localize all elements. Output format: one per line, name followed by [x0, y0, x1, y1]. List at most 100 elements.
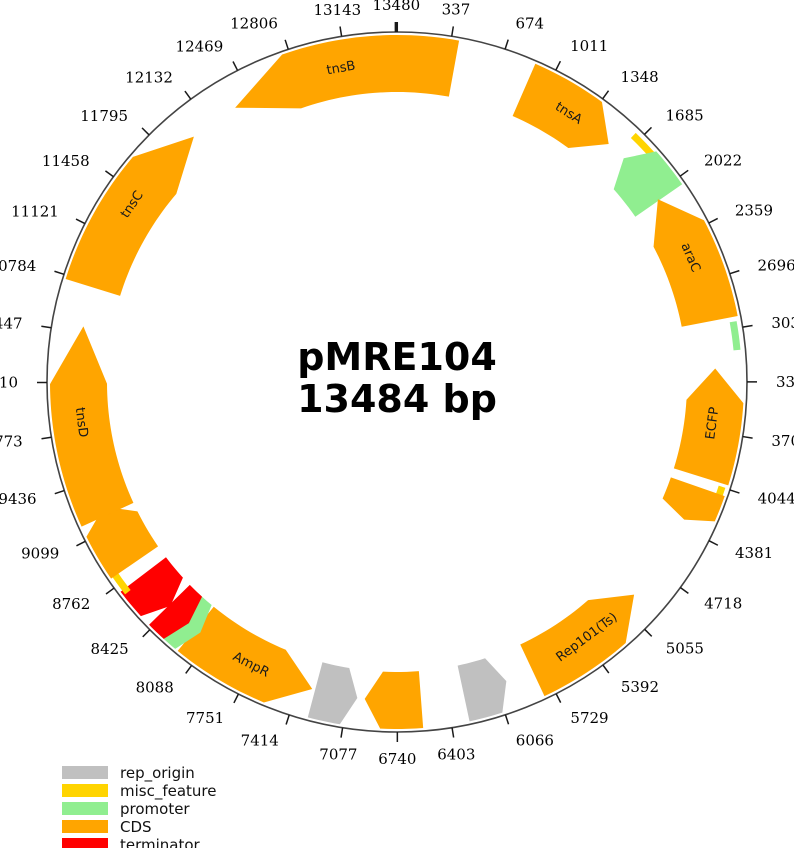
tick-label-8762: 8762 [52, 595, 90, 613]
legend-label-misc_feature: misc_feature [120, 782, 217, 801]
tick-label-5392: 5392 [621, 678, 659, 696]
features-layer: tnsBtnsAmisc_featurepromoteraraCpromoter… [50, 35, 744, 729]
tick-label-10784: 10784 [0, 257, 36, 275]
tick-mark-12132 [184, 90, 192, 100]
plasmid-size: 13484 bp [297, 377, 497, 421]
tick-label-3707: 3707 [771, 432, 794, 450]
tick-label-1348: 1348 [621, 68, 659, 86]
tick-mark-1011 [555, 60, 562, 71]
tick-mark-5055 [644, 628, 653, 637]
tick-label-6403: 6403 [437, 745, 475, 763]
feature-tnsC[interactable]: tnsC [65, 136, 194, 296]
tick-mark-10784 [54, 270, 65, 276]
feature-tnsD[interactable]: tnsD [50, 326, 134, 527]
tick-label-4044: 4044 [758, 489, 794, 507]
feature-rep_origin-7100[interactable]: rep_origin [307, 662, 358, 725]
tick-mark-2696 [729, 269, 740, 275]
tick-label-8088: 8088 [136, 678, 174, 696]
tick-label-9436: 9436 [0, 490, 37, 508]
legend-swatch-CDS [62, 820, 108, 833]
tick-label-7414: 7414 [241, 732, 279, 750]
feature-cds-small-6740[interactable]: CDS [364, 671, 424, 729]
tick-label-7077: 7077 [319, 745, 357, 763]
tick-mark-2022 [679, 169, 689, 177]
tick-label-12806: 12806 [230, 15, 278, 33]
tick-label-11121: 11121 [11, 202, 59, 220]
tick-mark-7077 [340, 727, 344, 738]
legend-label-terminator: terminator [120, 836, 201, 848]
feature-rep_origin-6000[interactable]: rep_origin [457, 658, 507, 722]
feature-AmpR[interactable]: AmpR [177, 606, 313, 703]
feature-label-tnsB: tnsB [325, 59, 356, 79]
tick-mark-7414 [285, 714, 290, 725]
legend: rep_originmisc_featurepromoterCDStermina… [62, 764, 217, 848]
legend-swatch-promoter [62, 802, 108, 815]
legend-label-rep_origin: rep_origin [120, 764, 195, 783]
tick-mark-10447 [41, 325, 52, 329]
tick-mark-3707 [742, 435, 753, 439]
tick-label-9773: 9773 [0, 432, 23, 450]
tick-label-1685: 1685 [666, 106, 704, 124]
ticks-layer [36, 21, 758, 743]
feature-label-ECFP: ECFP [703, 406, 722, 440]
tick-label-13143: 13143 [313, 1, 361, 19]
feature-terminator-8500[interactable]: terminator [120, 557, 183, 617]
tick-mark-6403 [451, 727, 455, 738]
tick-label-4381: 4381 [735, 544, 773, 562]
feature-terminator-8300[interactable]: terminator [149, 584, 203, 639]
feature-cds-8900[interactable]: CDS [86, 506, 159, 579]
legend-label-promoter: promoter [120, 800, 190, 818]
tick-mark-4381 [708, 540, 719, 546]
tick-mark-8088 [185, 664, 193, 674]
tick-label-5729: 5729 [570, 709, 608, 727]
tick-label-12469: 12469 [176, 37, 224, 55]
tick-mark-8762 [105, 587, 115, 595]
legend-label-CDS: CDS [120, 818, 152, 836]
tick-mark-2359 [708, 217, 719, 224]
tick-mark-11458 [104, 170, 114, 178]
feature-ECFP[interactable]: ECFP [673, 368, 744, 486]
tick-mark-4718 [679, 586, 689, 595]
tick-mark-8425 [142, 629, 151, 638]
feature-tnsB[interactable]: tnsB [235, 35, 460, 109]
backbone-circle-layer [46, 31, 748, 733]
feature-araC[interactable]: araC [653, 199, 738, 327]
tick-mark-1685 [643, 126, 653, 135]
feature-cds-small-4100[interactable]: CDS [662, 477, 725, 522]
tick-labels-layer: 13480 337 674 1011 1348 1685 2022 2359 2696 30 33 3… [0, 0, 794, 768]
tick-mark-5729 [555, 693, 562, 703]
tick-mark-9436 [54, 489, 65, 495]
tick-label-2359: 2359 [735, 202, 773, 220]
tick-label-11795: 11795 [80, 107, 128, 125]
feature-tnsA[interactable]: tnsA [512, 63, 609, 148]
tick-mark-6066 [504, 714, 510, 725]
tick-label-12132: 12132 [125, 68, 173, 86]
tick-mark-12469 [232, 61, 239, 71]
feature-pBAD-promoter[interactable]: promoter [729, 321, 741, 351]
tick-mark-11795 [141, 127, 150, 136]
tick-mark-5392 [602, 664, 610, 674]
tick-label-6066: 6066 [516, 731, 554, 749]
tick-label-3370: 3370 [776, 373, 794, 391]
tick-label-9099: 9099 [21, 545, 59, 563]
tick-label-6740: 6740 [378, 750, 416, 768]
tick-label-1011: 1011 [570, 37, 608, 55]
tick-mark-7751 [233, 693, 240, 704]
tick-label-337: 337 [442, 1, 471, 19]
tick-mark-3033 [742, 324, 753, 328]
tick-mark-11121 [75, 218, 86, 225]
legend-swatch-terminator [62, 838, 108, 848]
legend-swatch-misc_feature [62, 784, 108, 797]
tick-label-11458: 11458 [42, 152, 90, 170]
center-title: pMRE104 13484 bp [297, 335, 497, 421]
plasmid-name: pMRE104 [297, 335, 497, 379]
tick-mark-337 [450, 26, 455, 37]
feature-Rep101(Ts)[interactable]: Rep101(Ts) [520, 594, 635, 697]
feature-label-tnsD: tnsD [72, 407, 91, 439]
feature-araC-promoter[interactable]: promoter [613, 151, 683, 217]
tick-label-10110: 10110 [0, 374, 18, 392]
legend-swatch-rep_origin [62, 766, 108, 779]
tick-label-4718: 4718 [704, 594, 742, 612]
